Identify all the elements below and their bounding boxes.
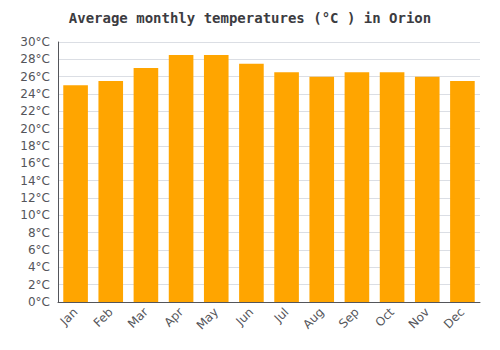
svg-text:Jul: Jul xyxy=(271,305,292,326)
svg-text:Sep: Sep xyxy=(336,305,362,331)
svg-text:20°C: 20°C xyxy=(20,122,50,136)
svg-text:12°C: 12°C xyxy=(20,191,50,205)
svg-text:Feb: Feb xyxy=(91,305,116,330)
svg-text:6°C: 6°C xyxy=(28,243,50,257)
svg-text:Oct: Oct xyxy=(372,305,397,330)
svg-text:Jun: Jun xyxy=(233,305,257,329)
svg-text:10°C: 10°C xyxy=(20,208,50,222)
svg-text:Average monthly temperatures (: Average monthly temperatures (°C ) in Or… xyxy=(69,10,431,26)
svg-text:4°C: 4°C xyxy=(28,260,50,274)
svg-text:0°C: 0°C xyxy=(28,295,50,309)
svg-text:2°C: 2°C xyxy=(28,278,50,292)
svg-text:28°C: 28°C xyxy=(20,52,50,66)
svg-text:18°C: 18°C xyxy=(20,139,50,153)
svg-text:24°C: 24°C xyxy=(20,87,50,101)
svg-text:Jan: Jan xyxy=(57,305,81,329)
svg-text:Dec: Dec xyxy=(441,305,467,331)
svg-text:14°C: 14°C xyxy=(20,174,50,188)
svg-text:26°C: 26°C xyxy=(20,70,50,84)
svg-text:22°C: 22°C xyxy=(20,104,50,118)
svg-text:16°C: 16°C xyxy=(20,156,50,170)
svg-text:8°C: 8°C xyxy=(28,226,50,240)
svg-text:Apr: Apr xyxy=(161,305,186,330)
svg-text:May: May xyxy=(194,305,221,332)
svg-text:Aug: Aug xyxy=(300,305,326,331)
svg-text:Nov: Nov xyxy=(406,305,432,331)
svg-text:30°C: 30°C xyxy=(20,35,50,49)
svg-text:Mar: Mar xyxy=(125,305,151,331)
